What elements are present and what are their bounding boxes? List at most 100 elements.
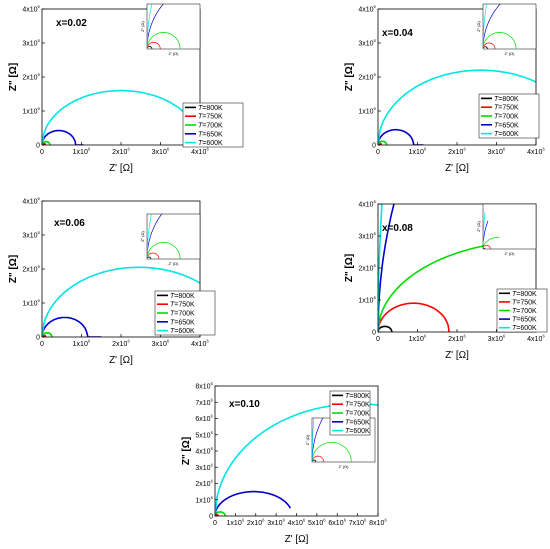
panel-label: x=0.10: [229, 399, 260, 410]
x-tick-label: 0: [40, 341, 44, 348]
series-line-t700k: [378, 140, 388, 145]
y-axis-label: Z" [Ω]: [344, 63, 355, 91]
y-tick-label: 6x10⁶: [195, 414, 213, 423]
legend-entry: T=700K: [494, 114, 519, 121]
inset-frame: [482, 3, 537, 50]
series-line-t600k: [42, 89, 200, 145]
y-tick-label: 3x10⁶: [195, 463, 213, 472]
x-tick-label: 7x10⁶: [349, 518, 367, 527]
series-line-t700k: [42, 140, 51, 145]
inset-series-line: [147, 214, 163, 259]
y-tick-label: 8x10⁶: [195, 382, 213, 391]
y-axis-label: Z" [Ω]: [8, 255, 19, 283]
series-line-t650k: [378, 128, 424, 145]
x-tick-label: 0: [376, 336, 380, 343]
legend-entry: T=600K: [345, 428, 370, 435]
inset-plot: Z' (Ω) Z" (Ω): [476, 3, 537, 56]
series-line-t600k: [378, 204, 383, 332]
y-tick-label: 4x10⁶: [22, 197, 40, 206]
inset-y-label: Z" (Ω): [305, 434, 310, 445]
inset-series-line: [147, 46, 153, 49]
legend-entry: T=800K: [170, 293, 195, 300]
inset-x-label: Z' (Ω): [169, 51, 180, 56]
y-axis-label: Z" [Ω]: [344, 254, 355, 282]
x-tick-label: 4x10⁶: [191, 147, 209, 156]
legend-entry: T=750K: [198, 114, 223, 121]
y-tick-label: 7x10⁶: [195, 398, 213, 407]
panel-1: 0 1x10⁶ 2x10⁶ 3x10⁶ 4x10⁶ 0 1x10⁶ 2x10⁶ 3x10⁶ 4x1…: [8, 3, 244, 174]
x-tick-label: 1x10⁶: [409, 147, 427, 156]
x-tick-label: 3x10⁶: [488, 334, 506, 343]
legend-entry: T=600K: [198, 140, 223, 147]
series-line-t650k: [42, 129, 84, 145]
y-tick-label: 2x10⁶: [22, 265, 40, 274]
panel-2: 0 1x10⁶ 2x10⁶ 3x10⁶ 4x10⁶ 0 1x10⁶ 2x10⁶ 3x10⁶ 4x1…: [344, 3, 545, 174]
legend-entry: T=800K: [512, 291, 537, 298]
legend-entry: T=650K: [198, 131, 223, 138]
y-tick-label: 3x10⁶: [358, 232, 376, 241]
inset-x-label: Z' (Ω): [505, 51, 516, 56]
y-tick-label: 4x10⁶: [358, 5, 376, 14]
x-axis-label: Z' [Ω]: [109, 163, 133, 174]
inset-plot: Z' (Ω) Z" (Ω): [140, 3, 201, 56]
inset-y-label: Z" (Ω): [140, 21, 145, 32]
x-tick-label: 4x10⁶: [527, 334, 545, 343]
x-tick-label: 2x10⁶: [448, 147, 466, 156]
x-axis-label: Z' [Ω]: [445, 350, 469, 361]
y-tick-label: 2x10⁶: [195, 479, 213, 488]
x-tick-label: 1x10⁶: [73, 339, 91, 348]
y-tick-label: 0: [372, 143, 376, 150]
legend-entry: T=650K: [170, 319, 195, 326]
series-line-t750k: [378, 302, 450, 332]
inset-series-line: [483, 236, 500, 249]
legend-entry: T=600K: [512, 325, 537, 332]
inset-frame: [482, 203, 537, 250]
y-tick-label: 1x10⁶: [358, 296, 376, 305]
inset-frame: [146, 3, 201, 50]
series-line-t700k: [215, 511, 226, 516]
series-line-t700k: [42, 332, 53, 337]
legend-entry: T=800K: [198, 105, 223, 112]
inset-series-line: [483, 211, 486, 249]
inset-x-label: Z' (Ω): [339, 464, 350, 469]
x-tick-label: 5x10⁶: [308, 518, 326, 527]
inset-y-label: Z" (Ω): [476, 221, 481, 232]
y-tick-label: 0: [372, 330, 376, 337]
inset-series-line: [147, 252, 160, 259]
y-axis-label: Z" [Ω]: [8, 63, 19, 91]
series-line-t650k: [215, 490, 292, 516]
panel-label: x=0.02: [56, 18, 87, 29]
panel-4: 0 1x10⁶ 2x10⁶ 3x10⁶ 4x10⁶ 0 1x10⁶ 2x10⁶ 3x10⁶ 4x1…: [344, 200, 548, 361]
inset-series-line: [147, 242, 181, 259]
x-tick-label: 4x10⁶: [191, 339, 209, 348]
inset-series-line: [312, 418, 324, 462]
legend-entry: T=700K: [198, 123, 223, 130]
y-tick-label: 0: [36, 335, 40, 342]
inset-series-line: [312, 441, 352, 462]
series-line-t600k: [378, 69, 536, 145]
legend-entry: T=650K: [494, 122, 519, 129]
y-tick-label: 2x10⁶: [358, 264, 376, 273]
inset-frame: [146, 213, 201, 260]
x-axis-label: Z' [Ω]: [285, 534, 309, 545]
x-tick-label: 0: [213, 520, 217, 527]
legend-entry: T=650K: [512, 317, 537, 324]
legend-entry: T=700K: [345, 411, 370, 418]
inset-y-label: Z" (Ω): [476, 21, 481, 32]
y-tick-label: 0: [209, 514, 213, 521]
y-tick-label: 0: [36, 143, 40, 150]
y-tick-label: 4x10⁶: [22, 5, 40, 14]
x-axis-label: Z' [Ω]: [109, 355, 133, 366]
panel-label: x=0.06: [54, 218, 85, 229]
y-tick-label: 1x10⁶: [22, 299, 40, 308]
y-tick-label: 5x10⁶: [195, 430, 213, 439]
legend-entry: T=800K: [494, 96, 519, 103]
x-tick-label: 1x10⁶: [73, 147, 91, 156]
legend-entry: T=750K: [512, 299, 537, 306]
inset-plot: Z' (Ω) Z" (Ω): [476, 203, 537, 256]
x-tick-label: 0: [40, 149, 44, 156]
y-tick-label: 4x10⁶: [195, 447, 213, 456]
legend-entry: T=750K: [494, 105, 519, 112]
y-tick-label: 4x10⁶: [358, 200, 376, 209]
